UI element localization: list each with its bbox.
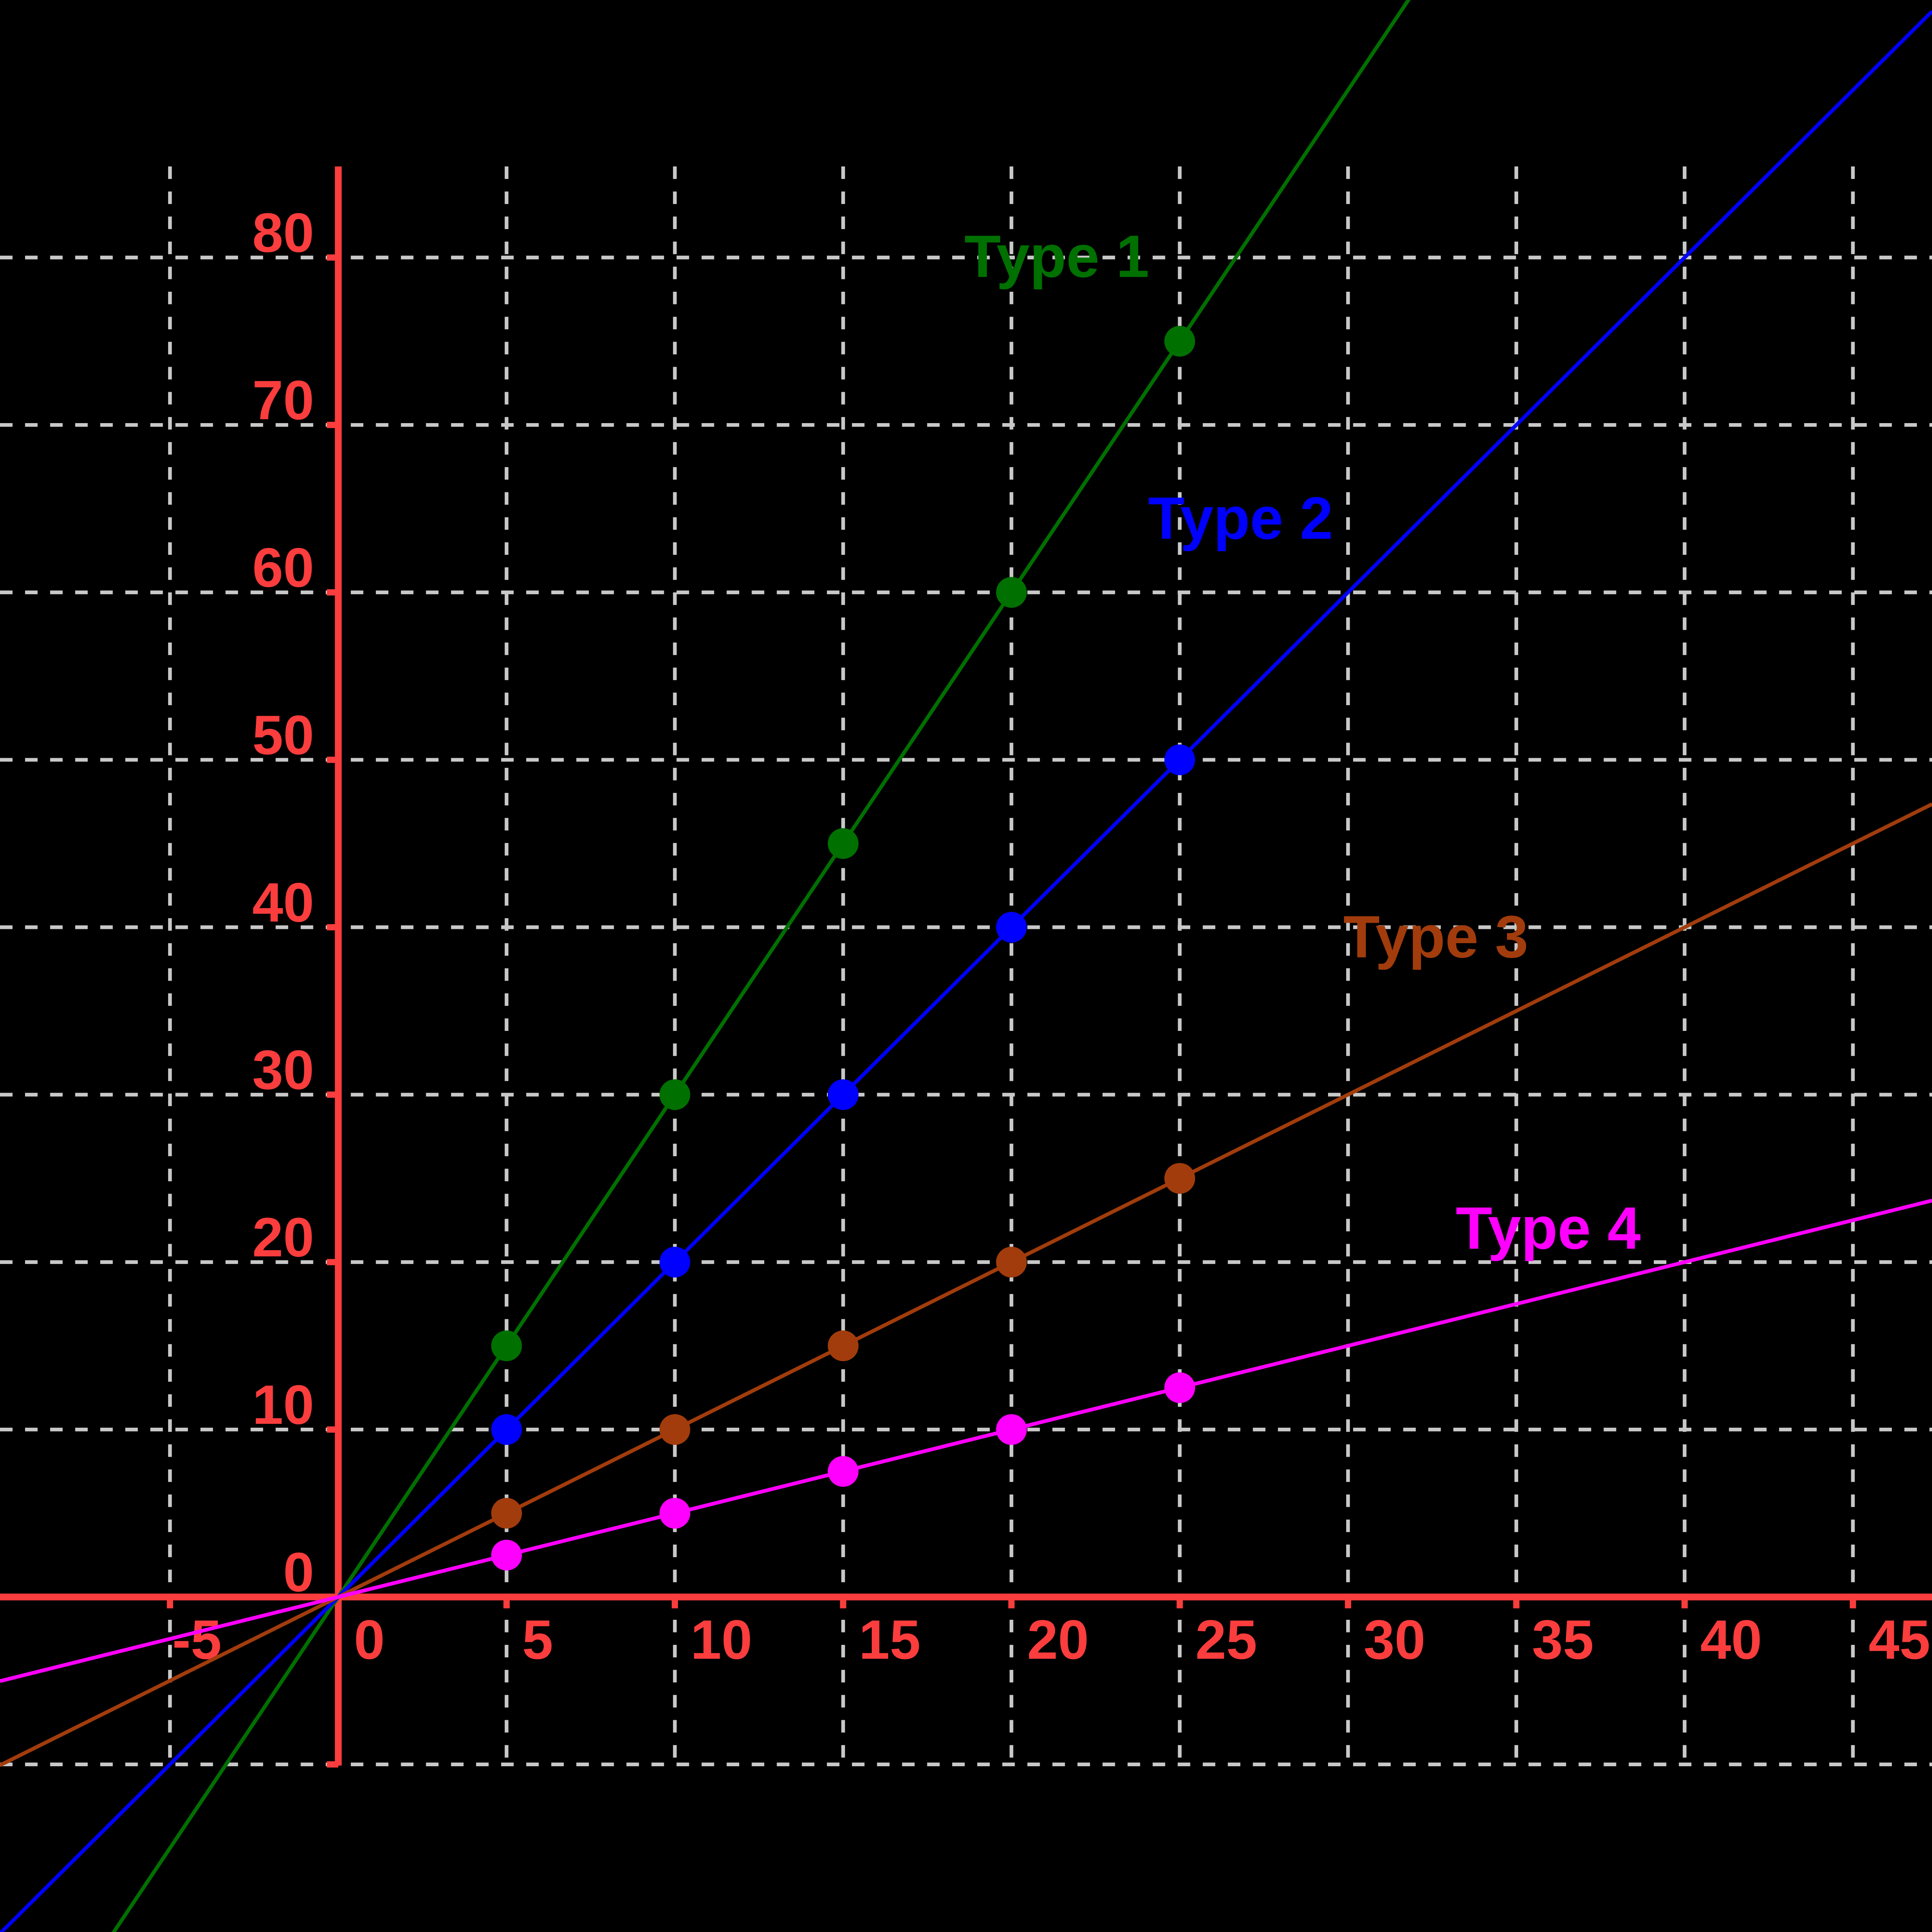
series-label-type-2: Type 2 <box>1148 485 1333 551</box>
x-axis-tick-label-15: 15 <box>859 1609 921 1671</box>
series-line-type-4 <box>0 1199 1932 1683</box>
y-axis-tick-label-30: 30 <box>252 1039 314 1101</box>
series-line-type-3 <box>0 802 1932 1767</box>
data-point-type-3-15-15 <box>828 1330 859 1361</box>
series-labels-layer: Type 1 Type 2 Type 3 Type 4 <box>964 223 1641 1262</box>
series-label-type-3: Type 3 <box>1343 903 1528 970</box>
data-point-type-4-10-5 <box>659 1498 690 1529</box>
data-point-type-2-20-40 <box>996 912 1027 943</box>
y-axis-tick-label-20: 20 <box>252 1207 314 1269</box>
data-point-type-4-20-10 <box>996 1414 1027 1445</box>
series-line-type-2 <box>0 10 1932 1932</box>
x-axis-tick-label-25: 25 <box>1196 1609 1257 1671</box>
data-point-type-1-15-45 <box>828 828 859 859</box>
x-axis-tick-label-40: 40 <box>1700 1609 1762 1671</box>
x-axis-tick-label--5: -5 <box>172 1609 222 1671</box>
grid-layer <box>0 166 1932 1767</box>
data-point-type-3-10-10 <box>659 1414 690 1445</box>
data-point-type-4-15-7.5 <box>828 1456 859 1487</box>
x-axis-tick-label-0: 0 <box>354 1609 385 1671</box>
data-point-type-4-25-12.5 <box>1164 1372 1195 1403</box>
data-point-type-2-10-20 <box>659 1247 690 1278</box>
data-point-type-1-25-75 <box>1164 326 1195 357</box>
axes-layer <box>0 166 1932 1766</box>
data-point-type-2-5-10 <box>491 1414 522 1445</box>
data-point-type-4-5-2.5 <box>491 1539 522 1571</box>
x-axis-tick-label-10: 10 <box>690 1609 752 1671</box>
data-point-type-3-25-25 <box>1164 1163 1195 1194</box>
data-point-type-3-20-20 <box>996 1247 1027 1278</box>
data-point-type-2-15-30 <box>828 1079 859 1110</box>
x-axis-tick-label-5: 5 <box>522 1609 553 1671</box>
data-point-type-1-5-15 <box>491 1330 522 1361</box>
y-axis-tick-label-80: 80 <box>252 202 314 264</box>
y-axis-tick-label-50: 50 <box>252 704 314 766</box>
x-axis-tick-label-30: 30 <box>1364 1609 1425 1671</box>
series-label-type-1: Type 1 <box>964 223 1150 290</box>
tick-labels-layer: -5 0 5 10 15 20 25 30 35 40 45 0 10 20 30 40 50 60 70 80 <box>172 202 1930 1671</box>
y-axis-tick-label-40: 40 <box>252 872 314 934</box>
x-axis-tick-label-20: 20 <box>1027 1609 1089 1671</box>
data-point-type-1-10-30 <box>659 1079 690 1110</box>
y-axis-tick-label-0: 0 <box>283 1541 314 1603</box>
x-axis-tick-label-35: 35 <box>1532 1609 1594 1671</box>
y-axis-tick-label-10: 10 <box>252 1374 314 1436</box>
x-axis-tick-label-45: 45 <box>1869 1609 1930 1671</box>
y-axis-tick-label-70: 70 <box>252 369 314 431</box>
data-point-type-2-25-50 <box>1164 744 1195 776</box>
data-point-type-1-20-60 <box>996 577 1027 608</box>
series-label-type-4: Type 4 <box>1456 1195 1641 1262</box>
data-point-type-3-5-5 <box>491 1498 522 1529</box>
tick-marks-layer <box>167 254 1856 1768</box>
y-axis-tick-label-60: 60 <box>252 537 314 599</box>
